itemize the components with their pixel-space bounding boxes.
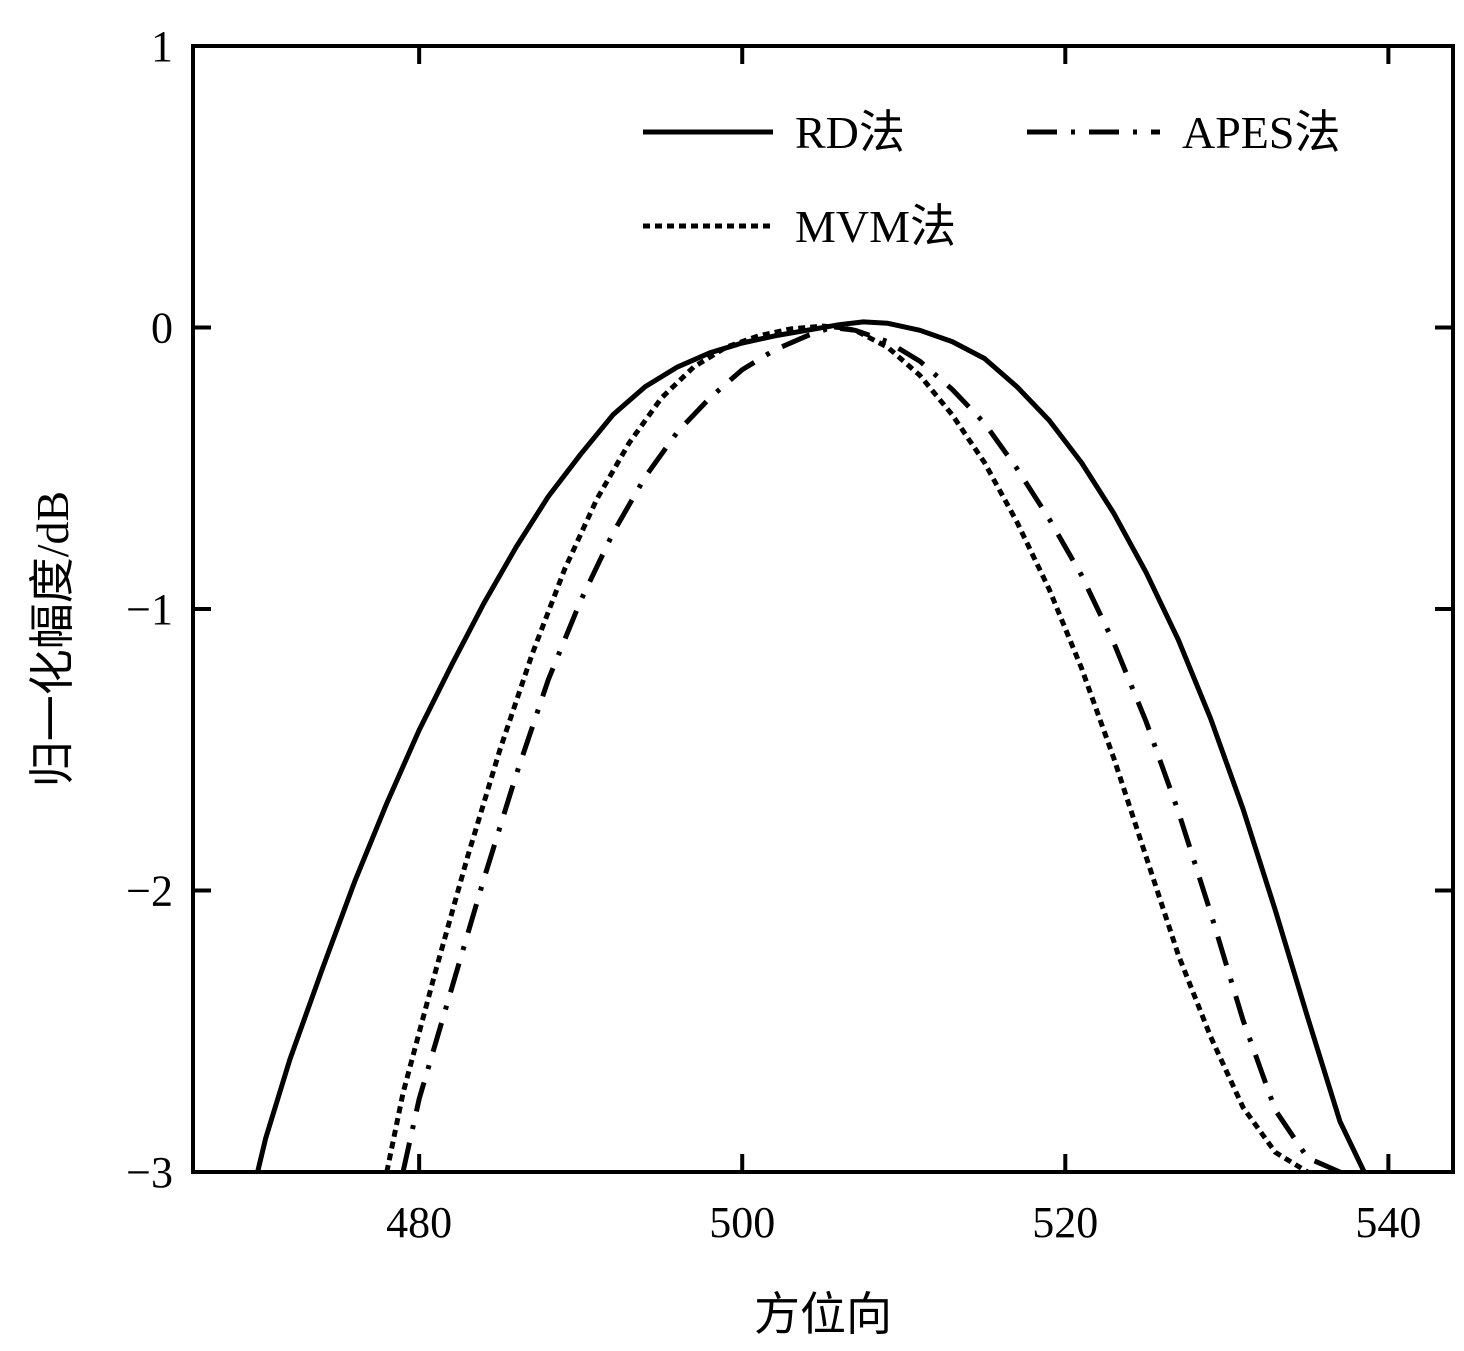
x-tick-label: 540 bbox=[1355, 1198, 1421, 1247]
x-axis-label: 方位向 bbox=[754, 1289, 892, 1340]
series-line-3 bbox=[384, 323, 1309, 1172]
legend-label-3: MVM法 bbox=[795, 201, 956, 252]
y-tick-label: −1 bbox=[126, 585, 173, 634]
x-tick-label: 520 bbox=[1032, 1198, 1098, 1247]
legend: RD法 APES法 MVM法 bbox=[643, 107, 1340, 252]
x-tick-label: 500 bbox=[709, 1198, 775, 1247]
x-tick-label: 480 bbox=[386, 1198, 452, 1247]
y-tick-label: 1 bbox=[151, 22, 173, 71]
plot-frame bbox=[191, 44, 1455, 1174]
y-tick-label: −2 bbox=[126, 867, 173, 916]
series-line-1 bbox=[255, 319, 1367, 1172]
legend-label-2: APES法 bbox=[1182, 107, 1340, 158]
y-tick-label: −3 bbox=[126, 1148, 173, 1197]
y-tick-label: 0 bbox=[151, 304, 173, 353]
series-group bbox=[255, 319, 1367, 1172]
tick-labels: 480 500 520 540 1 0 −1 −2 −3 bbox=[126, 22, 1421, 1247]
series-line-2 bbox=[400, 325, 1341, 1172]
y-axis-label: 归一化幅度/dB bbox=[27, 491, 78, 787]
legend-label-1: RD法 bbox=[795, 107, 905, 158]
